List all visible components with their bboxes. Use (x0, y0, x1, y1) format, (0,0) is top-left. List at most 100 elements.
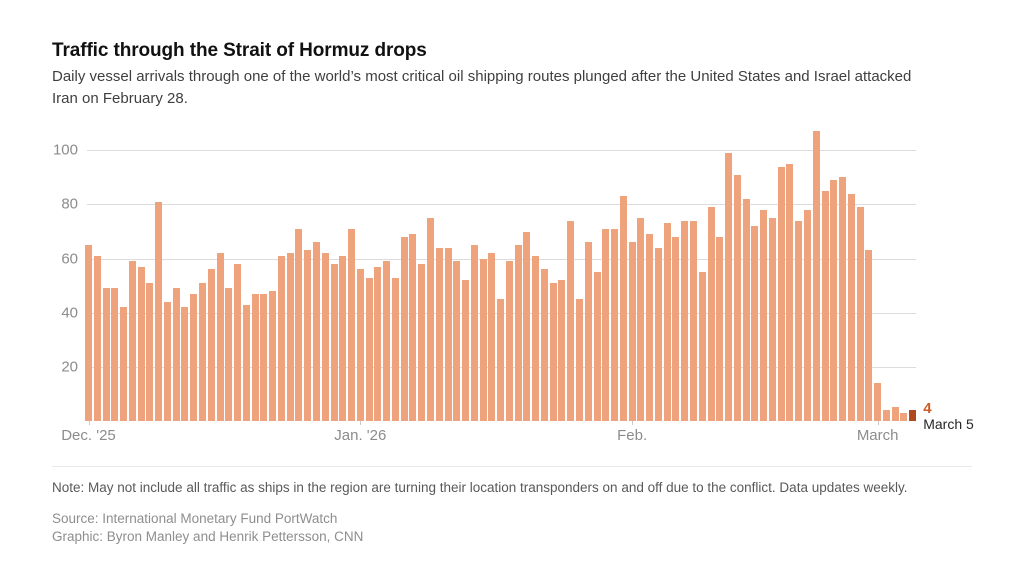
bar (190, 293, 198, 421)
bar (312, 242, 320, 421)
gridline-60 (87, 258, 916, 260)
y-axis-label: 20 (61, 358, 78, 376)
bar (576, 299, 584, 421)
bar (611, 228, 619, 421)
bar (690, 220, 698, 421)
bar (444, 247, 452, 421)
bar (146, 282, 154, 421)
chart-subtitle: Daily vessel arrivals through one of the… (52, 68, 912, 108)
x-axis-label: Jan. '26 (334, 427, 387, 444)
bar (795, 220, 803, 421)
bar (488, 253, 496, 421)
bar (295, 228, 303, 421)
gridline-80 (87, 204, 916, 206)
bar (172, 288, 180, 421)
bar (514, 245, 522, 421)
bar (602, 228, 610, 421)
y-axis-label: 100 (52, 141, 78, 159)
bar (198, 282, 206, 421)
bar (409, 234, 417, 421)
bar (839, 177, 847, 421)
bar (418, 263, 426, 421)
bar (619, 196, 627, 421)
annotation-value: 4 (923, 400, 932, 417)
bar (900, 412, 908, 421)
bar (777, 166, 785, 421)
bar (435, 247, 443, 421)
bar (672, 236, 680, 421)
bar (479, 258, 487, 421)
bar (400, 236, 408, 421)
x-axis-label: March (856, 427, 899, 444)
bar (163, 301, 171, 421)
bar (286, 253, 294, 421)
bar (120, 307, 128, 421)
bar (348, 228, 356, 421)
bar (242, 304, 250, 421)
x-axis-tick (360, 421, 362, 425)
bar (269, 291, 277, 421)
bar (847, 193, 855, 421)
bar (128, 261, 136, 421)
bar (540, 269, 548, 421)
bar (742, 199, 750, 421)
bar (549, 282, 557, 421)
bar-highlighted (909, 410, 917, 421)
bar (277, 255, 285, 421)
bar (181, 307, 189, 421)
bar (760, 209, 768, 421)
annotation-date: March 5 (923, 416, 974, 432)
bar (374, 266, 382, 421)
bar (470, 245, 478, 421)
x-axis-tick (88, 421, 90, 425)
bar (111, 288, 119, 421)
bar (453, 261, 461, 421)
x-axis-tick (877, 421, 879, 425)
bar (637, 217, 645, 421)
y-axis-label: 60 (61, 250, 78, 268)
bar (584, 242, 592, 421)
bar (260, 293, 268, 421)
bar (707, 207, 715, 421)
bar (812, 131, 820, 421)
bar (681, 220, 689, 421)
bar (567, 220, 575, 421)
bar (85, 245, 92, 421)
bar (882, 410, 890, 421)
chart-note: Note: May not include all traffic as shi… (52, 480, 908, 495)
bar (891, 407, 899, 421)
x-axis-label: Feb. (617, 427, 648, 444)
gridline-100 (87, 150, 916, 152)
bar-chart: 20 40 60 80 100 Dec. '25 Jan. '26 Feb. March 4 Mar… (52, 131, 974, 444)
bar (646, 234, 654, 421)
bar (93, 255, 101, 421)
footer-divider (52, 466, 972, 467)
bar (102, 288, 110, 421)
bar (356, 269, 364, 421)
bar (593, 272, 601, 421)
bar (216, 253, 224, 421)
bar (321, 253, 329, 421)
bar (698, 272, 706, 421)
bar (155, 201, 163, 421)
chart-source: Source: International Monetary Fund Port… (52, 511, 338, 526)
bar (786, 163, 794, 421)
bar (856, 207, 864, 421)
bar (821, 190, 829, 421)
bar (804, 209, 811, 421)
bar (830, 180, 838, 421)
bar (751, 226, 759, 421)
bar (426, 217, 434, 421)
bar (391, 277, 399, 421)
bar (768, 217, 776, 421)
page-title: Traffic through the Strait of Hormuz dro… (52, 40, 427, 61)
chart-credit: Graphic: Byron Manley and Henrik Petters… (52, 529, 364, 544)
bar (865, 250, 873, 421)
bar (234, 263, 242, 421)
bar (330, 263, 338, 421)
bar (304, 250, 312, 421)
y-axis-label: 40 (61, 304, 78, 322)
bar (505, 261, 513, 421)
bar (225, 288, 233, 421)
bar (497, 299, 505, 421)
